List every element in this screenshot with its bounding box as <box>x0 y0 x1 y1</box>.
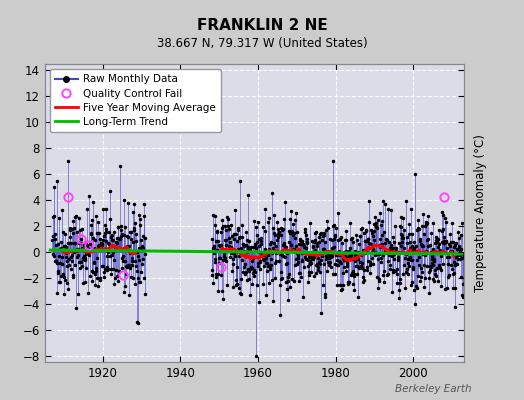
Legend: Raw Monthly Data, Quality Control Fail, Five Year Moving Average, Long-Term Tren: Raw Monthly Data, Quality Control Fail, … <box>50 69 221 132</box>
Text: FRANKLIN 2 NE: FRANKLIN 2 NE <box>196 18 328 33</box>
Text: Berkeley Earth: Berkeley Earth <box>395 384 472 394</box>
Text: 38.667 N, 79.317 W (United States): 38.667 N, 79.317 W (United States) <box>157 37 367 50</box>
Y-axis label: Temperature Anomaly (°C): Temperature Anomaly (°C) <box>474 134 487 292</box>
